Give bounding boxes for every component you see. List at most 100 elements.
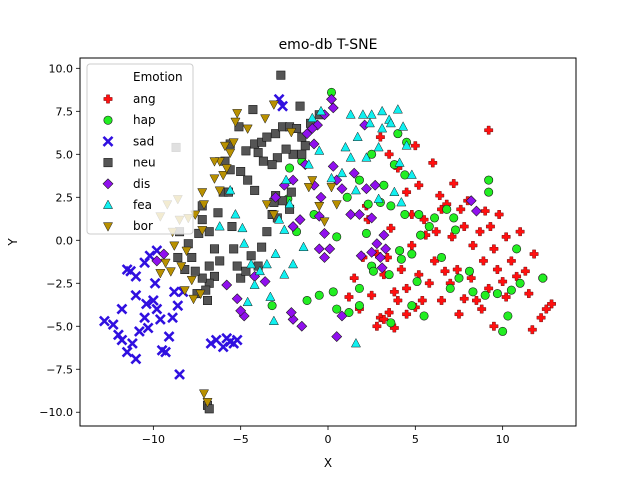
x-axis-label: X	[324, 456, 332, 470]
data-point-dis	[259, 276, 271, 287]
data-point-fea	[314, 145, 325, 155]
data-point-hap	[419, 311, 429, 321]
data-point-ang	[489, 244, 499, 254]
data-point-hap	[416, 230, 426, 240]
legend-item-dis: dis	[102, 177, 150, 191]
data-point-neu	[286, 187, 296, 197]
data-point-hap	[354, 283, 364, 293]
data-point-neu	[229, 244, 239, 254]
data-point-neu	[288, 149, 298, 159]
data-point-bor	[286, 128, 297, 138]
data-point-bor	[219, 141, 230, 152]
data-point-dis	[336, 183, 348, 195]
y-tick-label: 5.0	[56, 148, 74, 161]
data-point-dis	[345, 209, 357, 220]
data-point-hap	[354, 175, 364, 185]
data-point-dis	[369, 179, 381, 191]
data-point-ang	[515, 227, 525, 237]
data-point-bor	[326, 183, 337, 193]
data-point-neu	[204, 404, 214, 414]
data-point-bor	[307, 176, 318, 186]
data-point-dis	[319, 227, 330, 239]
data-point-fea	[279, 269, 290, 279]
data-point-hap	[437, 252, 447, 262]
data-point-neu	[227, 222, 237, 232]
data-point-bor	[197, 226, 208, 236]
data-point-hap	[506, 285, 516, 295]
data-point-bor	[261, 200, 272, 210]
legend-label: sad	[133, 134, 154, 148]
data-point-sad	[133, 325, 145, 337]
data-point-hap	[400, 209, 410, 219]
data-point-hap	[464, 266, 474, 276]
data-point-dis	[378, 229, 390, 241]
data-point-bor	[225, 148, 236, 159]
y-tick-label: 0.0	[56, 234, 74, 247]
data-point-fea	[389, 186, 400, 196]
data-point-neu	[202, 295, 212, 305]
data-point-bor	[221, 164, 232, 174]
data-point-hap	[407, 301, 417, 311]
data-point-ang	[468, 241, 478, 250]
data-point-hap	[484, 187, 494, 197]
data-point-neu	[204, 261, 214, 271]
data-point-bor	[331, 200, 342, 210]
legend-marker-neu	[103, 158, 113, 168]
data-point-dis	[270, 191, 282, 203]
data-point-neu	[271, 129, 281, 139]
data-point-dis	[366, 246, 378, 258]
data-point-sad	[151, 245, 163, 257]
data-point-hap	[361, 228, 371, 238]
legend: Emotion ang hap sad neu dis fea bor	[86, 63, 194, 235]
data-point-ang	[494, 210, 504, 219]
data-point-hap	[442, 204, 452, 214]
data-point-neu	[267, 160, 277, 170]
data-point-dis	[319, 252, 330, 263]
data-point-fea	[281, 174, 292, 184]
data-point-ang	[459, 222, 469, 231]
data-point-neu	[197, 215, 207, 225]
data-point-fea	[268, 315, 279, 325]
legend-box	[86, 63, 194, 235]
data-point-ang	[379, 314, 389, 324]
data-point-fea	[345, 109, 356, 119]
data-point-hap	[344, 308, 354, 318]
data-point-dis	[380, 243, 392, 255]
data-point-fea	[385, 117, 396, 128]
y-tick-label: −5.0	[46, 320, 73, 333]
data-point-ang	[459, 294, 469, 304]
data-point-sad	[210, 334, 222, 346]
data-point-hap	[412, 277, 422, 287]
data-point-sad	[231, 334, 243, 346]
data-point-hap	[484, 175, 494, 185]
data-point-sad	[116, 334, 128, 346]
data-point-hap	[414, 209, 424, 219]
y-tick-label: −2.5	[46, 277, 73, 290]
data-point-fea	[307, 112, 318, 123]
series-neu	[171, 70, 324, 414]
data-point-neu	[243, 175, 253, 185]
data-point-hap	[395, 246, 405, 256]
data-point-fea	[350, 184, 361, 195]
data-point-fea	[225, 184, 236, 195]
data-point-neu	[190, 266, 200, 276]
data-point-dis	[360, 183, 372, 195]
x-tick-label: −10	[142, 433, 165, 446]
data-point-fea	[364, 117, 375, 128]
legend-label: hap	[133, 113, 156, 127]
legend-label: fea	[133, 198, 152, 212]
data-point-ang	[410, 141, 420, 151]
data-point-ang	[449, 179, 459, 188]
legend-item-fea: fea	[102, 198, 152, 212]
data-point-bor	[176, 262, 187, 272]
data-point-dis	[151, 255, 163, 267]
data-point-ang	[501, 232, 511, 242]
data-point-neu	[209, 271, 219, 281]
data-point-neu	[246, 251, 256, 261]
data-point-dis	[296, 320, 308, 332]
data-point-sad	[277, 100, 289, 112]
data-point-dis	[471, 205, 482, 217]
data-point-sad	[107, 319, 119, 330]
data-point-bor	[169, 241, 180, 251]
data-point-ang	[524, 289, 534, 298]
